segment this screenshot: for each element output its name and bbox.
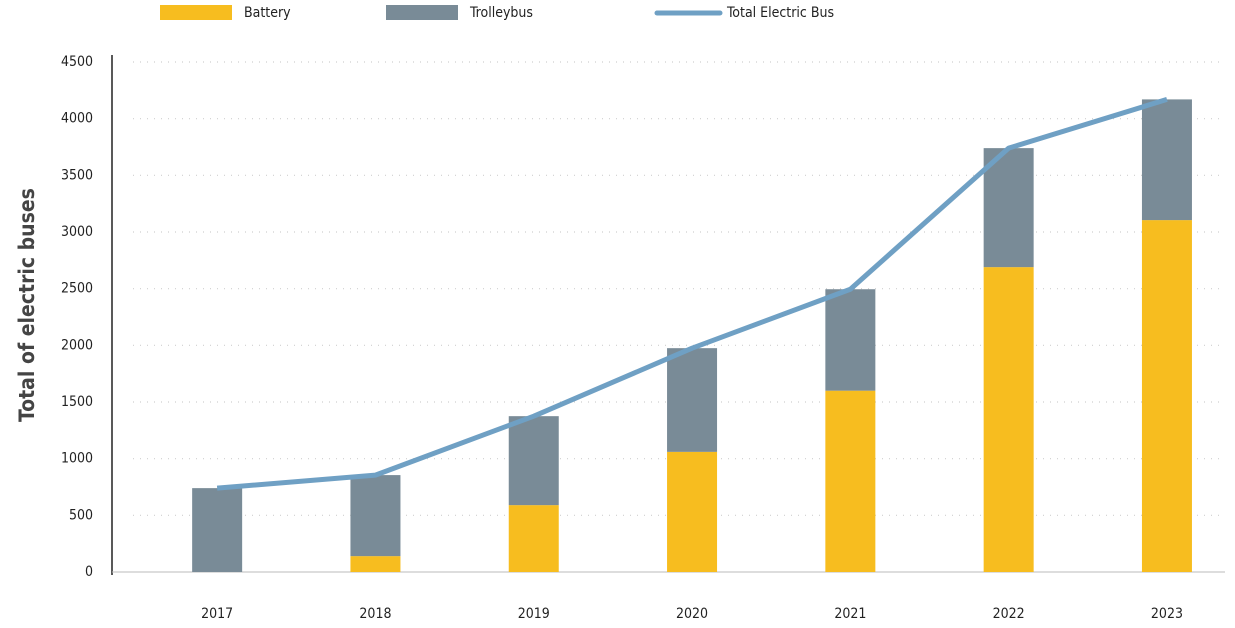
y-tick-label: 3000 — [61, 224, 93, 240]
bar — [983, 267, 1034, 572]
legend-label: Battery — [244, 5, 291, 21]
x-tick-label: 2017 — [201, 606, 233, 622]
y-tick-label: 4000 — [61, 111, 93, 127]
bar — [508, 416, 559, 506]
bar — [350, 556, 401, 572]
bar — [192, 488, 243, 572]
x-tick-label: 2021 — [834, 606, 866, 622]
legend-label: Trolleybus — [469, 5, 533, 21]
x-tick-label: 2020 — [676, 606, 708, 622]
y-tick-label: 4500 — [61, 54, 93, 70]
y-axis-label: Total of electric buses — [15, 188, 39, 422]
bar — [825, 390, 876, 572]
legend-swatch — [160, 5, 232, 20]
y-tick-label: 2500 — [61, 281, 93, 297]
bar — [1141, 220, 1192, 572]
bar — [508, 505, 559, 572]
x-tick-label: 2019 — [518, 606, 550, 622]
bar — [350, 475, 401, 557]
y-tick-label: 500 — [69, 507, 93, 523]
line — [216, 97, 1168, 491]
x-tick-label: 2022 — [993, 606, 1025, 622]
legend-label: Total Electric Bus — [726, 5, 834, 21]
bar — [667, 348, 718, 452]
y-tick-label: 0 — [85, 564, 93, 580]
bar — [1141, 99, 1192, 221]
legend-swatch — [386, 5, 458, 20]
y-tick-label: 2000 — [61, 337, 93, 353]
y-tick-label: 1500 — [61, 394, 93, 410]
y-tick-label: 3500 — [61, 167, 93, 183]
x-tick-label: 2023 — [1151, 606, 1183, 622]
y-tick-label: 1000 — [61, 451, 93, 467]
bar — [825, 289, 876, 391]
bar — [667, 451, 718, 572]
x-tick-label: 2018 — [359, 606, 391, 622]
bar — [983, 148, 1034, 268]
